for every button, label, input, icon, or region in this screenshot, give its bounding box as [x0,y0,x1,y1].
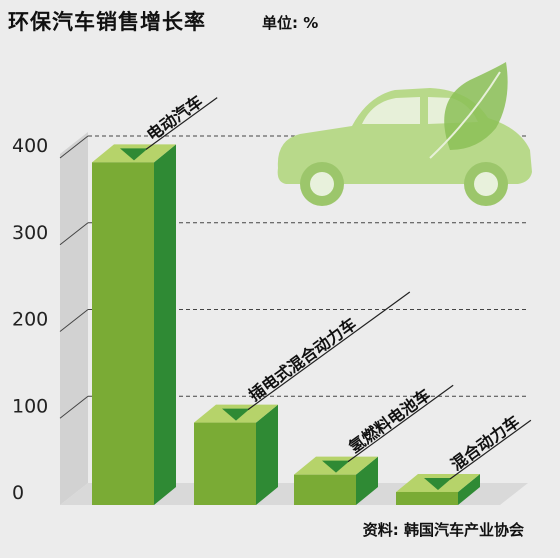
bar-side [256,404,278,505]
gridline [59,309,89,332]
chart-title: 环保汽车销售增长率 [8,10,206,34]
label-leader [145,97,218,150]
bar-side [356,456,378,505]
bar-front [294,474,356,505]
side-wall [60,132,88,505]
gridline [59,135,89,159]
bar-side [458,473,480,505]
bar-marker [424,477,452,490]
bar [92,144,176,505]
bar-marker [222,408,250,421]
label-leader [449,419,532,480]
y-tick-label: 400 [12,135,48,157]
category-label: 混合动力车 [447,412,523,474]
label-leader [247,291,411,411]
bars [92,144,480,505]
bar [194,404,278,505]
y-tick-label: 100 [12,395,48,417]
bar-marker [322,460,350,473]
category-label: 插电式混合动力车 [245,314,360,405]
label-leader [347,384,454,463]
bar-marker [120,148,148,161]
y-tick-label: 200 [12,309,48,331]
bar [396,473,480,505]
bar-side [154,144,176,505]
bar [294,456,378,505]
y-axis: 0 100 200 300 400 [12,135,48,504]
bar-front [396,491,458,505]
leaf-icon [429,62,508,159]
unit-label: 单位: % [262,14,319,32]
gridline [59,222,89,246]
bar-front [92,162,154,505]
y-tick-label: 0 [12,482,24,504]
gridline [59,395,89,419]
car-illustration [277,62,532,206]
y-tick-label: 300 [12,222,48,244]
category-label: 电动汽车 [143,92,206,145]
bar-front [194,422,256,505]
source-note: 资料: 韩国汽车产业协会 [362,521,524,539]
